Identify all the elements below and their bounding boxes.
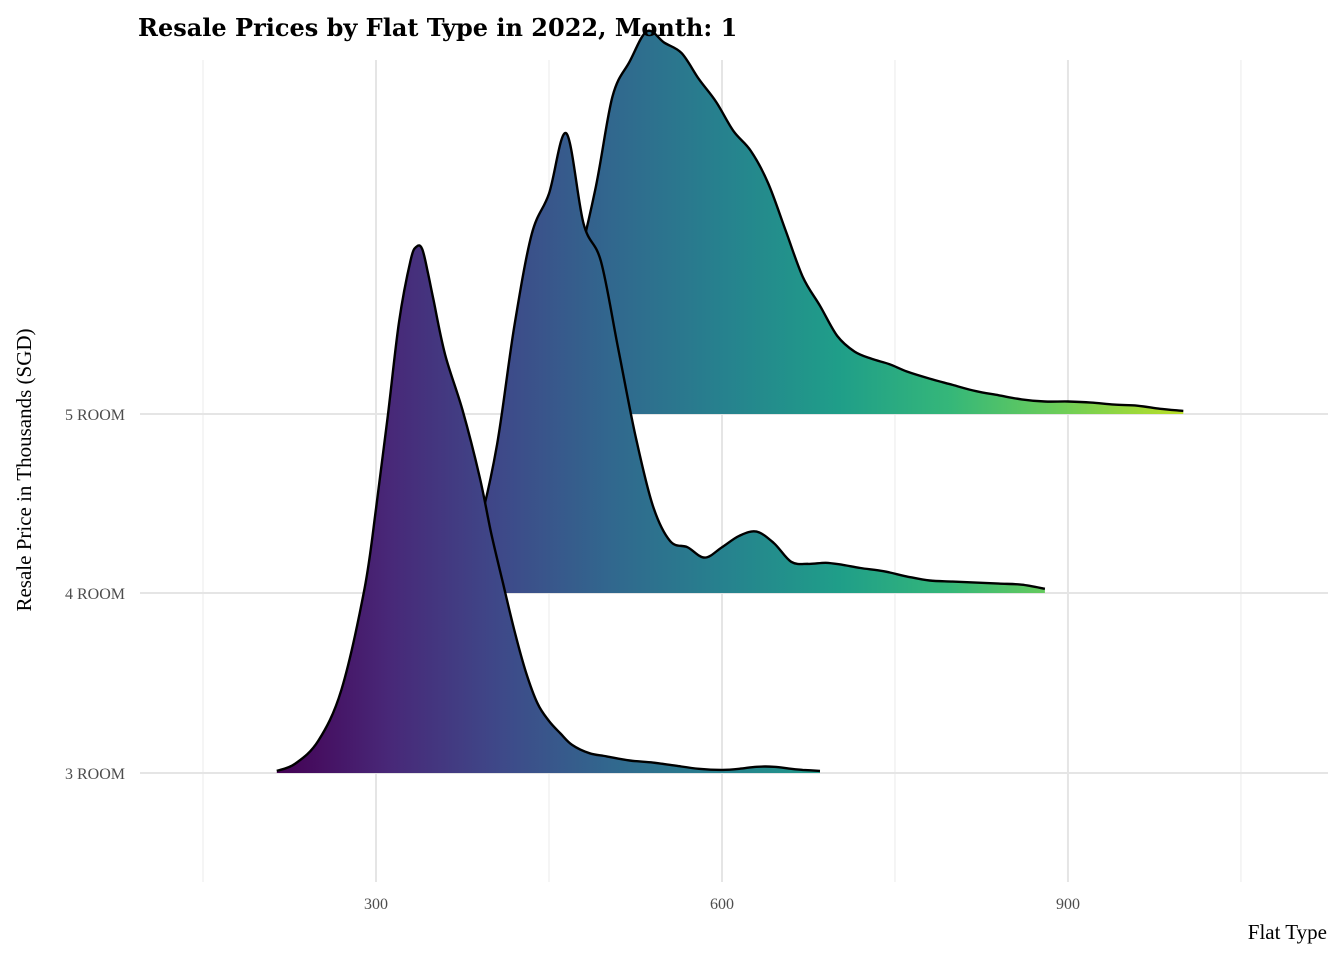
x-tick-label: 900 [1056,896,1080,913]
x-tick-label: 600 [710,896,734,913]
ridge-fill-3-room [276,245,820,774]
chart-title: Resale Prices by Flat Type in 2022, Mont… [138,13,737,42]
y-tick-label: 4 ROOM [65,586,125,603]
ridge-fill-5-room [543,30,1184,414]
ridge-outline-5-room [542,29,1184,413]
y-axis-title: Resale Price in Thousands (SGD) [12,328,36,611]
density-ridges [276,29,1184,774]
y-tick-label: 3 ROOM [65,766,125,783]
ridge-fill-4-room [462,132,1045,593]
x-tick-label: 300 [364,896,388,913]
y-tick-label: 5 ROOM [65,407,125,424]
ridge-outline-3-room [276,244,821,773]
axis-labels: 300 600 900 3 ROOM 4 ROOM 5 ROOM [65,407,1080,913]
x-axis-title: Flat Type [1248,920,1327,944]
ridge-outline-4-room [461,132,1046,590]
